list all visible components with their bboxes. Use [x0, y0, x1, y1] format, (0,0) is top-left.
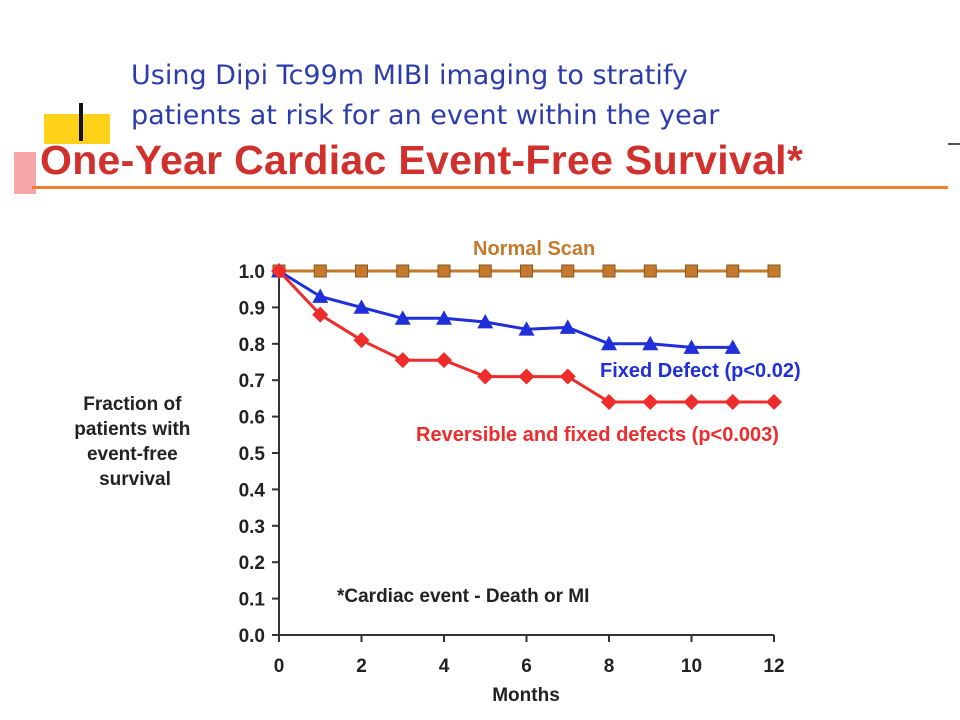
normal-scan-marker: [726, 264, 740, 278]
normal-scan-marker: [767, 264, 781, 278]
normal-scan-marker: [313, 264, 327, 278]
slide-title: Using Dipi Tc99m MIBI imaging to stratif…: [131, 56, 931, 136]
y-tick-label: 0.6: [239, 408, 265, 429]
y-tick-label: 0.5: [239, 444, 266, 465]
reversible-fixed-marker: [683, 394, 700, 411]
normal-scan-marker: [602, 264, 616, 278]
chart-title: One-Year Cardiac Event-Free Survival*: [40, 137, 804, 183]
slide-title-line-1: Using Dipi Tc99m MIBI imaging to stratif…: [131, 60, 688, 91]
y-axis-label: Fraction of patients with event-free sur…: [74, 394, 195, 490]
fixed-defect-marker: [477, 313, 494, 329]
fixed-defect-marker: [601, 335, 617, 351]
y-tick-label: 0.2: [239, 553, 265, 574]
normal-scan-marker: [478, 264, 492, 278]
reversible-fixed-marker: [601, 394, 617, 411]
y-tick-label: 0.3: [239, 517, 265, 538]
fixed-defect-marker: [683, 339, 700, 354]
reversible-fixed-marker: [766, 394, 782, 411]
reversible-fixed-marker: [436, 352, 452, 369]
x-tick-label: 8: [604, 656, 615, 677]
fixed-defect-marker: [394, 310, 411, 325]
reversible-fixed-marker: [518, 368, 535, 385]
fixed-defect-marker: [436, 310, 452, 325]
accent-tick-mark: [79, 103, 83, 141]
title-underline-rule: [32, 186, 948, 189]
y-tick-label: 0.0: [239, 626, 265, 647]
fixed-defect-marker: [353, 299, 370, 314]
reversible-fixed-marker: [724, 394, 741, 411]
pink-accent-block: [14, 152, 36, 194]
fixed-defect-line: [278, 269, 733, 349]
y-tick-label: 0.7: [239, 371, 265, 392]
reversible-fixed-marker: [559, 368, 576, 385]
normal-scan-marker: [396, 264, 410, 278]
normal-scan-marker: [437, 264, 451, 278]
reversible-fixed-marker: [477, 368, 494, 385]
fixed-defect-marker: [312, 288, 329, 303]
chart-footnote: *Cardiac event - Death or MI: [337, 586, 589, 607]
x-tick-label: 2: [356, 656, 367, 677]
normal-scan-marker: [355, 264, 368, 278]
fixed-defect-marker: [642, 335, 659, 351]
legend-fixed-defect: Fixed Defect (p<0.02): [600, 360, 801, 382]
y-tick-label: 0.8: [239, 335, 265, 356]
reversible-fixed-marker: [312, 306, 329, 323]
y-tick-label: 0.4: [239, 480, 266, 501]
reversible-fixed-marker: [271, 263, 287, 279]
fixed-defect-marker: [518, 321, 535, 336]
normal-scan-marker: [520, 264, 533, 278]
normal-scan-marker: [685, 264, 698, 278]
normal-scan-marker: [643, 264, 657, 278]
legend-normal-scan: Normal Scan: [473, 238, 595, 260]
fixed-defect-marker: [559, 319, 576, 334]
y-tick-label: 0.1: [239, 590, 266, 611]
slide-title-line-2: patients at risk for an event within the…: [131, 100, 720, 131]
x-tick-label: 10: [681, 656, 702, 677]
x-tick-label: 4: [439, 656, 450, 677]
normal-scan-marker: [561, 264, 575, 278]
fixed-defect-marker: [724, 339, 741, 354]
reversible-fixed-marker: [394, 352, 411, 369]
legend-reversible-fixed: Reversible and fixed defects (p<0.003): [416, 424, 779, 446]
y-tick-label: 1.0: [239, 262, 265, 283]
reversible-fixed-marker: [642, 394, 659, 411]
corner-tick-mark: [948, 143, 960, 145]
x-tick-label: 12: [763, 656, 784, 677]
y-tick-label: 0.9: [239, 298, 265, 319]
x-tick-label: 6: [521, 656, 532, 677]
x-tick-label: 0: [274, 656, 285, 677]
reversible-fixed-marker: [353, 332, 370, 349]
yellow-accent-block: [44, 114, 110, 144]
x-axis-label: Months: [492, 685, 560, 706]
